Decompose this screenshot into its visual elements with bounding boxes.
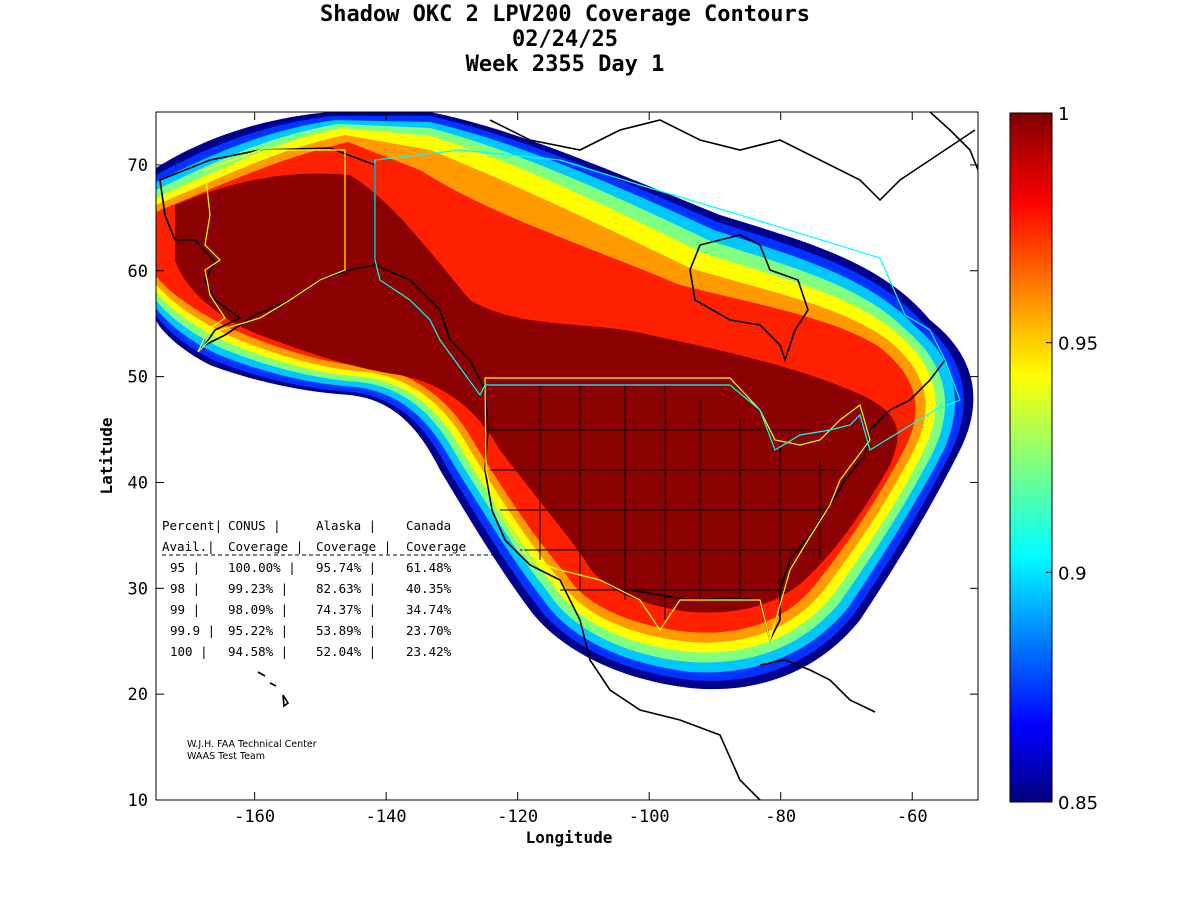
table-cell: 95.22% | [228, 623, 288, 638]
y-tick-label: 30 [128, 579, 148, 599]
greenland-edge [929, 112, 978, 171]
table-cell: 94.58% | [228, 644, 288, 659]
y-tick-label: 20 [128, 685, 148, 705]
state-borders [485, 384, 840, 620]
table-cell: 99.9 | [170, 623, 215, 638]
y-tick-label: 60 [128, 262, 148, 282]
x-tick-label: -60 [897, 807, 928, 827]
canada-service-volume [374, 149, 961, 451]
table-cell: 82.63% | [316, 581, 376, 596]
table-cell: 95 | [170, 560, 200, 575]
colorbar [1009, 112, 1053, 803]
alaska-service-volume [197, 149, 346, 353]
table-cell: 95.74% | [316, 560, 376, 575]
y-axis: 10 20 30 40 50 60 70 [128, 156, 978, 811]
y-tick-label: 10 [128, 791, 148, 811]
colorbar-tick-label: 0.95 [1058, 334, 1098, 355]
service-volumes [197, 149, 961, 643]
gulf-coast [629, 359, 946, 643]
chart-title: Shadow OKC 2 LPV200 Coverage Contours [319, 2, 811, 27]
table-cell: 23.42% [406, 644, 452, 659]
x-tick-label: -120 [497, 807, 538, 827]
plot-frame [155, 111, 979, 801]
colorbar-tick-label: 1 [1058, 104, 1069, 125]
table-cell: 23.70% [406, 623, 452, 638]
hawaii [257, 671, 290, 708]
pacific-coast [374, 264, 761, 800]
table-cell: 98 | [170, 581, 200, 596]
table-cell: 52.04% | [316, 644, 376, 659]
caribbean [759, 659, 876, 713]
table-header-cell: Coverage | [316, 539, 391, 554]
table-cell: 99 | [170, 602, 200, 617]
table-header-cell: Coverage | [228, 539, 303, 554]
coverage-table: Percent| CONUS | Alaska | Canada Avail.| Cov… [162, 518, 466, 659]
hudson-bay [689, 234, 809, 363]
table-cell: 61.48% [406, 560, 452, 575]
table-header-cell: Avail.| [162, 539, 215, 554]
y-axis-label: Latitude [97, 417, 116, 494]
table-header-cell: CONUS | [228, 518, 281, 533]
x-tick-label: -80 [765, 807, 796, 827]
colorbar-tick-label: 0.85 [1058, 793, 1098, 814]
conus-service-volume [484, 377, 871, 643]
x-axis: -160 -140 -120 -100 -80 -60 [234, 112, 928, 827]
table-cell: 98.09% | [228, 602, 288, 617]
x-tick-label: -100 [629, 807, 670, 827]
credit-line-1: W.J.H. FAA Technical Center [187, 739, 317, 750]
table-cell: 34.74% [406, 602, 452, 617]
arctic-islands [489, 119, 976, 202]
table-header-cell: Coverage [406, 539, 466, 554]
table-header-cell: Alaska | [316, 518, 376, 533]
colorbar-ticks: 1 0.95 0.9 0.85 [1046, 104, 1098, 814]
x-tick-label: -160 [234, 807, 275, 827]
table-cell: 100.00% | [228, 560, 296, 575]
table-cell: 40.35% [406, 581, 452, 596]
x-axis-label: Longitude [526, 828, 613, 847]
table-cell: 99.23% | [228, 581, 288, 596]
chart-week-day: Week 2355 Day 1 [465, 52, 665, 77]
table-header-cell: Percent| [162, 518, 222, 533]
y-tick-label: 50 [128, 368, 148, 388]
table-cell: 74.37% | [316, 602, 376, 617]
chart-date: 02/24/25 [512, 27, 618, 52]
y-tick-label: 40 [128, 473, 148, 493]
table-header-cell: Canada [406, 518, 451, 533]
credit-line-2: WAAS Test Team [187, 751, 265, 762]
x-tick-label: -140 [366, 807, 407, 827]
contour-100 [175, 173, 898, 613]
colorbar-tick-label: 0.9 [1058, 563, 1087, 584]
table-cell: 53.89% | [316, 623, 376, 638]
y-tick-label: 70 [128, 156, 148, 176]
table-cell: 100 | [170, 644, 208, 659]
